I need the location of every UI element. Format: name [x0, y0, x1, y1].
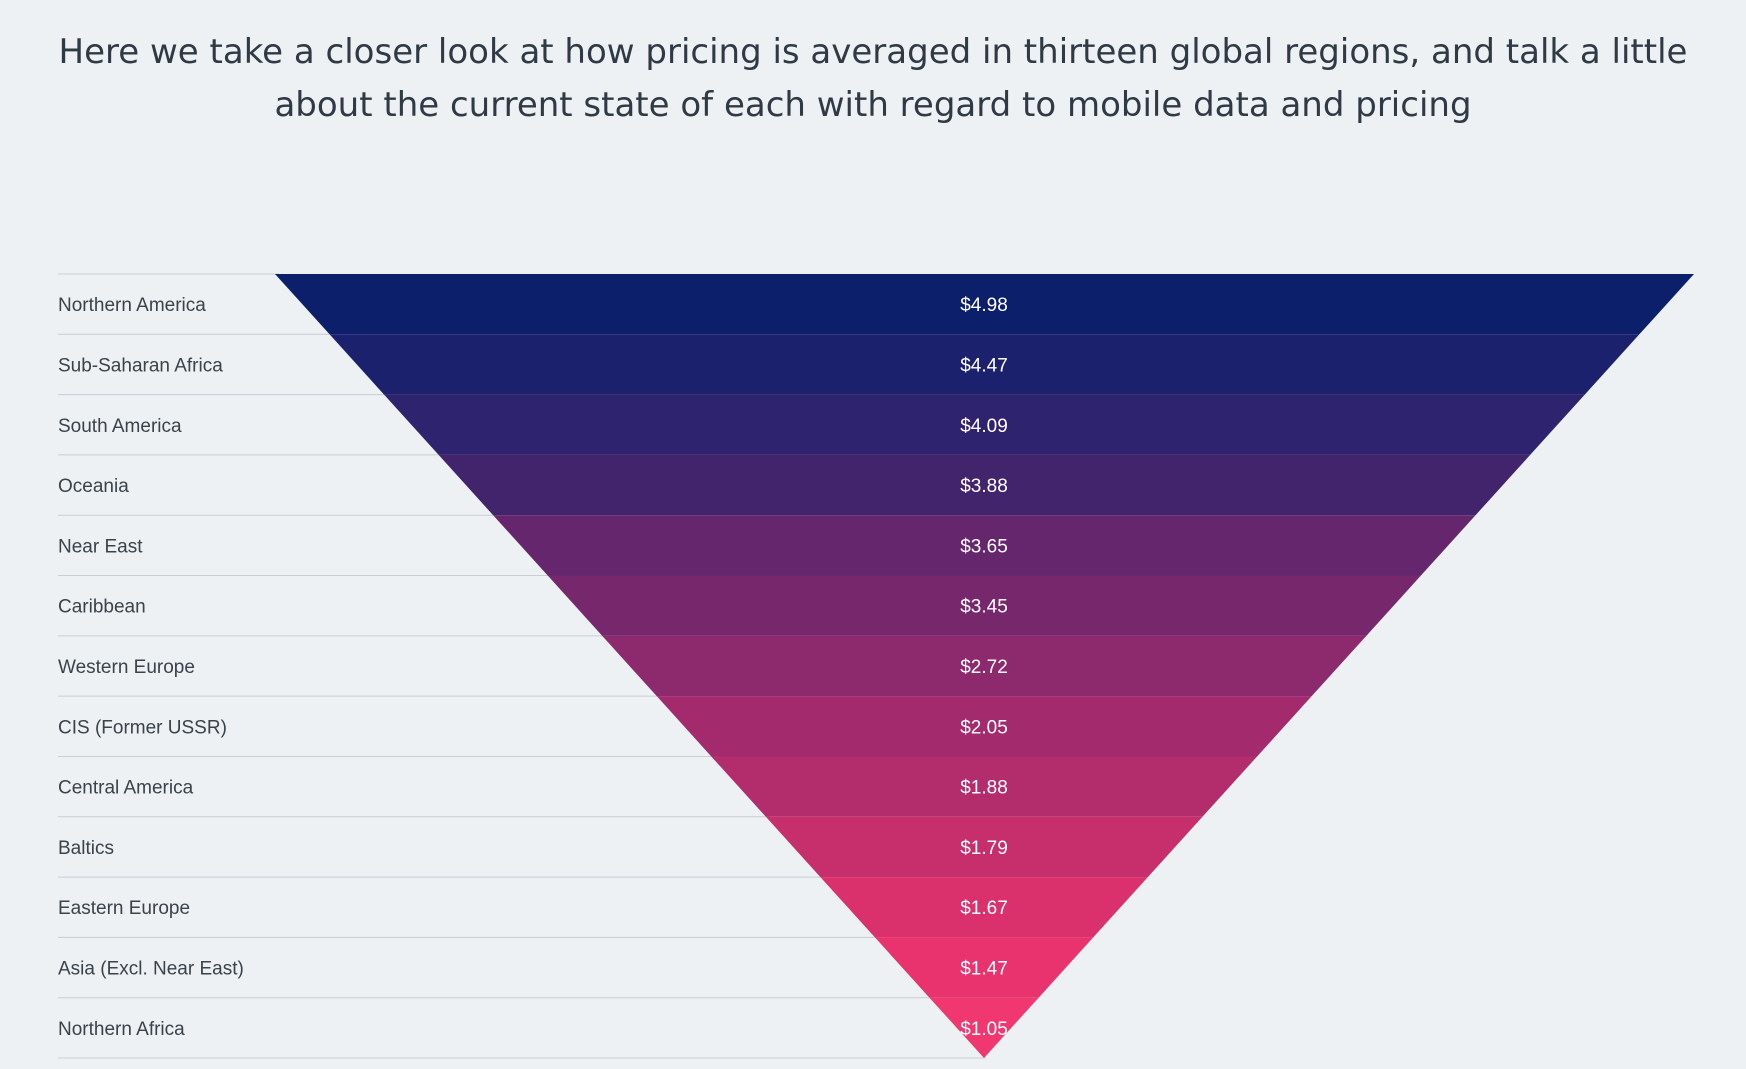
category-labels: Northern America Sub-Saharan Africa South …	[58, 295, 244, 1040]
value-label: $1.05	[960, 1019, 1008, 1040]
category-label: Northern America	[58, 295, 206, 316]
funnel-band	[384, 394, 1585, 455]
category-label: South America	[58, 416, 182, 437]
funnel-band	[275, 274, 1694, 335]
category-label: Northern Africa	[58, 1019, 185, 1040]
page-title: Here we take a closer look at how pricin…	[58, 32, 1688, 125]
category-label: CIS (Former USSR)	[58, 717, 227, 738]
category-label: Baltics	[58, 838, 114, 859]
funnel-band	[329, 334, 1640, 395]
value-label: $2.05	[960, 717, 1008, 738]
value-label: $2.72	[960, 657, 1008, 678]
value-labels: $4.98 $4.47 $4.09 $3.88 $3.65 $3.45 $2.72 $2.05…	[960, 295, 1008, 1040]
value-label: $4.47	[960, 355, 1008, 376]
value-label: $3.45	[960, 597, 1008, 618]
funnel-bands	[275, 274, 1694, 1058]
category-label: Western Europe	[58, 657, 195, 678]
funnel-band	[711, 756, 1258, 817]
funnel-band	[438, 454, 1531, 516]
category-label: Oceania	[58, 476, 129, 497]
value-label: $1.79	[960, 838, 1008, 859]
value-label: $3.65	[960, 536, 1008, 557]
value-label: $3.88	[960, 476, 1008, 497]
funnel-band	[602, 635, 1367, 697]
funnel-band	[547, 575, 1421, 636]
category-label: Asia (Excl. Near East)	[58, 959, 244, 980]
value-label: $4.98	[960, 295, 1008, 316]
value-label: $4.09	[960, 416, 1008, 437]
value-label: $1.47	[960, 959, 1008, 980]
category-label: Central America	[58, 778, 194, 799]
category-label: Sub-Saharan Africa	[58, 355, 223, 376]
category-label: Caribbean	[58, 597, 146, 618]
category-label: Eastern Europe	[58, 898, 190, 919]
value-label: $1.88	[960, 778, 1008, 799]
category-label: Near East	[58, 536, 143, 557]
funnel-band	[656, 696, 1312, 757]
funnel-band	[929, 997, 1039, 1058]
funnel-band	[493, 515, 1476, 576]
funnel-band	[765, 816, 1203, 878]
funnel-band	[820, 877, 1148, 938]
value-label: $1.67	[960, 898, 1008, 919]
row-separators	[58, 273, 986, 1059]
funnel-band	[874, 937, 1094, 998]
